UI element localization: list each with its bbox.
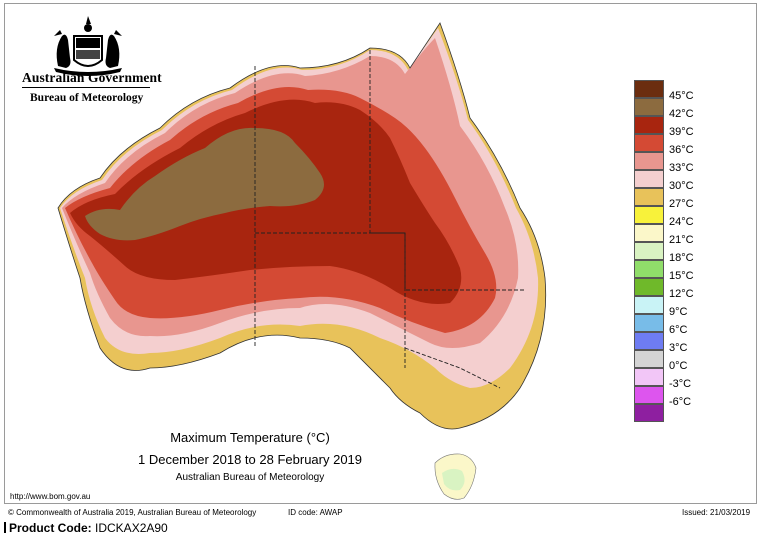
legend-swatch <box>634 368 664 386</box>
legend-label: 27°C <box>669 198 694 210</box>
product-code-value: IDCKAX2A90 <box>95 521 168 535</box>
title-divider <box>22 87 150 88</box>
product-bar <box>4 522 6 533</box>
temperature-map <box>57 22 547 500</box>
legend-label: 30°C <box>669 180 694 192</box>
legend-swatch <box>634 188 664 206</box>
legend-swatch <box>634 80 664 98</box>
legend-swatch <box>634 170 664 188</box>
legend-swatch <box>634 278 664 296</box>
zone-45c <box>85 127 324 241</box>
legend-label: 33°C <box>669 162 694 174</box>
legend-label: -3°C <box>669 378 692 390</box>
legend-label: 9°C <box>669 306 688 318</box>
legend-swatch <box>634 224 664 242</box>
legend-label: 36°C <box>669 144 694 156</box>
legend-swatch <box>634 206 664 224</box>
legend-label: 18°C <box>669 252 694 264</box>
coat-of-arms-logo <box>54 16 122 76</box>
legend-label: 15°C <box>669 270 694 282</box>
id-code: ID code: AWAP <box>288 508 343 517</box>
map-agency: Australian Bureau of Meteorology <box>175 472 325 483</box>
legend-label: 12°C <box>669 288 694 300</box>
legend-swatch <box>634 152 664 170</box>
legend-label: 45°C <box>669 90 694 102</box>
legend-label: 24°C <box>669 216 694 228</box>
map-period: 1 December 2018 to 28 February 2019 <box>137 452 363 467</box>
coastline <box>57 22 547 430</box>
legend-label: 21°C <box>669 234 694 246</box>
issued-date: Issued: 21/03/2019 <box>682 508 751 517</box>
legend-label: -6°C <box>669 396 692 408</box>
legend-label: 3°C <box>669 342 688 354</box>
copyright: © Commonwealth of Australia 2019, Austra… <box>8 508 257 517</box>
legend-swatch <box>634 98 664 116</box>
legend-swatch <box>634 350 664 368</box>
legend-label: 0°C <box>669 360 688 372</box>
bureau-title: Bureau of Meteorology <box>30 92 144 104</box>
product-code-label: Product Code: <box>9 521 92 535</box>
legend-swatch <box>634 296 664 314</box>
legend-swatch <box>634 242 664 260</box>
legend-swatch <box>634 260 664 278</box>
product-code: Product Code: IDCKAX2A90 <box>4 521 168 535</box>
legend-swatch <box>634 404 664 422</box>
bom-url[interactable]: http://www.bom.gov.au <box>10 492 91 501</box>
government-title: Australian Government <box>22 70 162 85</box>
legend-label: 6°C <box>669 324 688 336</box>
border-vic <box>404 347 501 389</box>
legend-swatch <box>634 134 664 152</box>
legend-swatch <box>634 314 664 332</box>
map-title: Maximum Temperature (°C) <box>170 430 330 445</box>
legend-label: 39°C <box>669 126 694 138</box>
legend-label: 42°C <box>669 108 694 120</box>
legend-swatch <box>634 386 664 404</box>
legend-swatch <box>634 116 664 134</box>
legend-swatch <box>634 332 664 350</box>
